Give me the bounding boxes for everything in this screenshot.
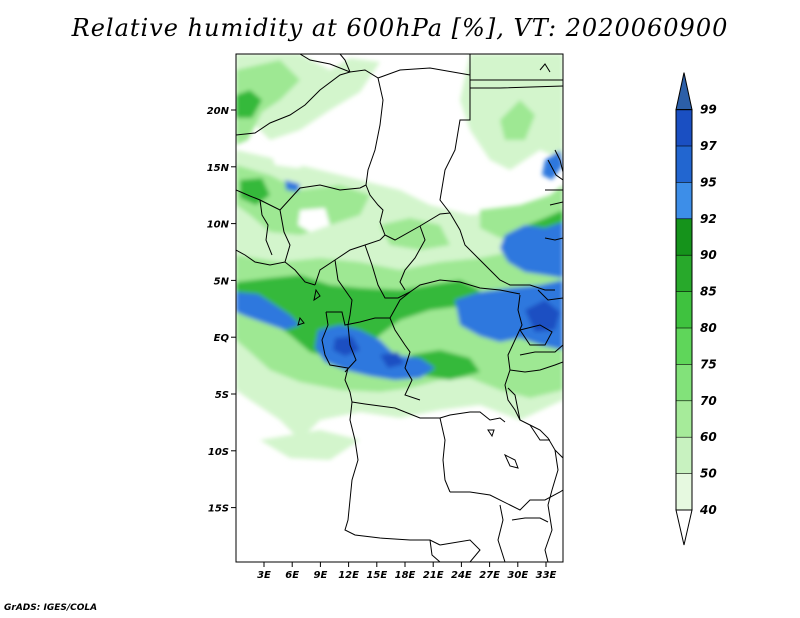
colorbar-segment xyxy=(676,182,692,219)
lat-tick-label: 10N xyxy=(207,220,230,231)
colorbar-segment xyxy=(676,400,692,438)
country-borders xyxy=(236,54,563,562)
colorbar-label: 80 xyxy=(700,321,717,335)
rh-99-core-layer xyxy=(333,300,560,368)
colorbar-label: 50 xyxy=(700,467,717,481)
colorbar-segment xyxy=(676,255,692,292)
colorbar-label: 70 xyxy=(700,394,717,408)
lat-tick-label: 15S xyxy=(208,504,229,515)
lon-tick-label: 15E xyxy=(366,570,387,581)
grads-credit: GrADS: IGES/COLA xyxy=(4,603,98,613)
colorbar-segment xyxy=(676,146,692,183)
lon-axis: 3E 6E 9E 12E 15E 18E 21E 24E 27E 30E 33E xyxy=(257,562,557,581)
lon-tick-label: 33E xyxy=(536,570,557,581)
lat-tick-label: 5S xyxy=(215,390,229,401)
lon-tick-label: 27E xyxy=(479,570,500,581)
colorbar-label: 92 xyxy=(700,212,717,226)
colorbar-label: 60 xyxy=(700,430,717,444)
colorbar-segment xyxy=(676,218,692,256)
lat-axis: 20N 15N 10N 5N EQ 5S 10S 15S xyxy=(207,106,236,515)
colorbar-label: 85 xyxy=(700,285,717,299)
lat-tick-label: 10S xyxy=(208,447,229,458)
map-title: Relative humidity at 600hPa [%], VT: 202… xyxy=(71,14,729,42)
lon-tick-label: 21E xyxy=(423,570,444,581)
lon-tick-label: 18E xyxy=(395,570,416,581)
lon-tick-label: 24E xyxy=(451,570,472,581)
dry-pockets xyxy=(236,70,563,562)
map-panel xyxy=(236,54,563,562)
colorbar-label: 75 xyxy=(700,357,717,371)
colorbar-label: 99 xyxy=(700,103,717,117)
colorbar-segment xyxy=(676,109,692,146)
lat-tick-label: EQ xyxy=(214,333,230,344)
colorbar-low-arrow xyxy=(675,509,693,546)
colorbar-high-arrow xyxy=(675,72,693,111)
colorbar: 40 50 60 70 75 80 85 90 92 95 97 99 xyxy=(675,72,717,546)
map-frame xyxy=(235,53,564,563)
humidity-field xyxy=(236,54,563,562)
colorbar-segment xyxy=(676,364,692,401)
colorbar-segment xyxy=(676,291,692,328)
lon-tick-label: 12E xyxy=(338,570,359,581)
lon-tick-label: 6E xyxy=(285,570,299,581)
colorbar-segment xyxy=(676,437,692,474)
colorbar-label: 90 xyxy=(700,248,717,262)
lat-tick-label: 5N xyxy=(214,276,230,287)
lon-tick-label: 9E xyxy=(314,570,328,581)
colorbar-segment xyxy=(676,328,692,365)
lat-tick-label: 20N xyxy=(207,106,230,117)
rh-85-95-layer xyxy=(236,90,563,380)
colorbar-segment xyxy=(676,473,692,510)
colorbar-label: 95 xyxy=(700,175,717,189)
lon-tick-label: 30E xyxy=(507,570,528,581)
colorbar-label: 40 xyxy=(699,503,717,517)
lon-tick-label: 3E xyxy=(257,570,271,581)
lat-tick-label: 15N xyxy=(207,163,230,174)
colorbar-label: 97 xyxy=(700,139,717,153)
